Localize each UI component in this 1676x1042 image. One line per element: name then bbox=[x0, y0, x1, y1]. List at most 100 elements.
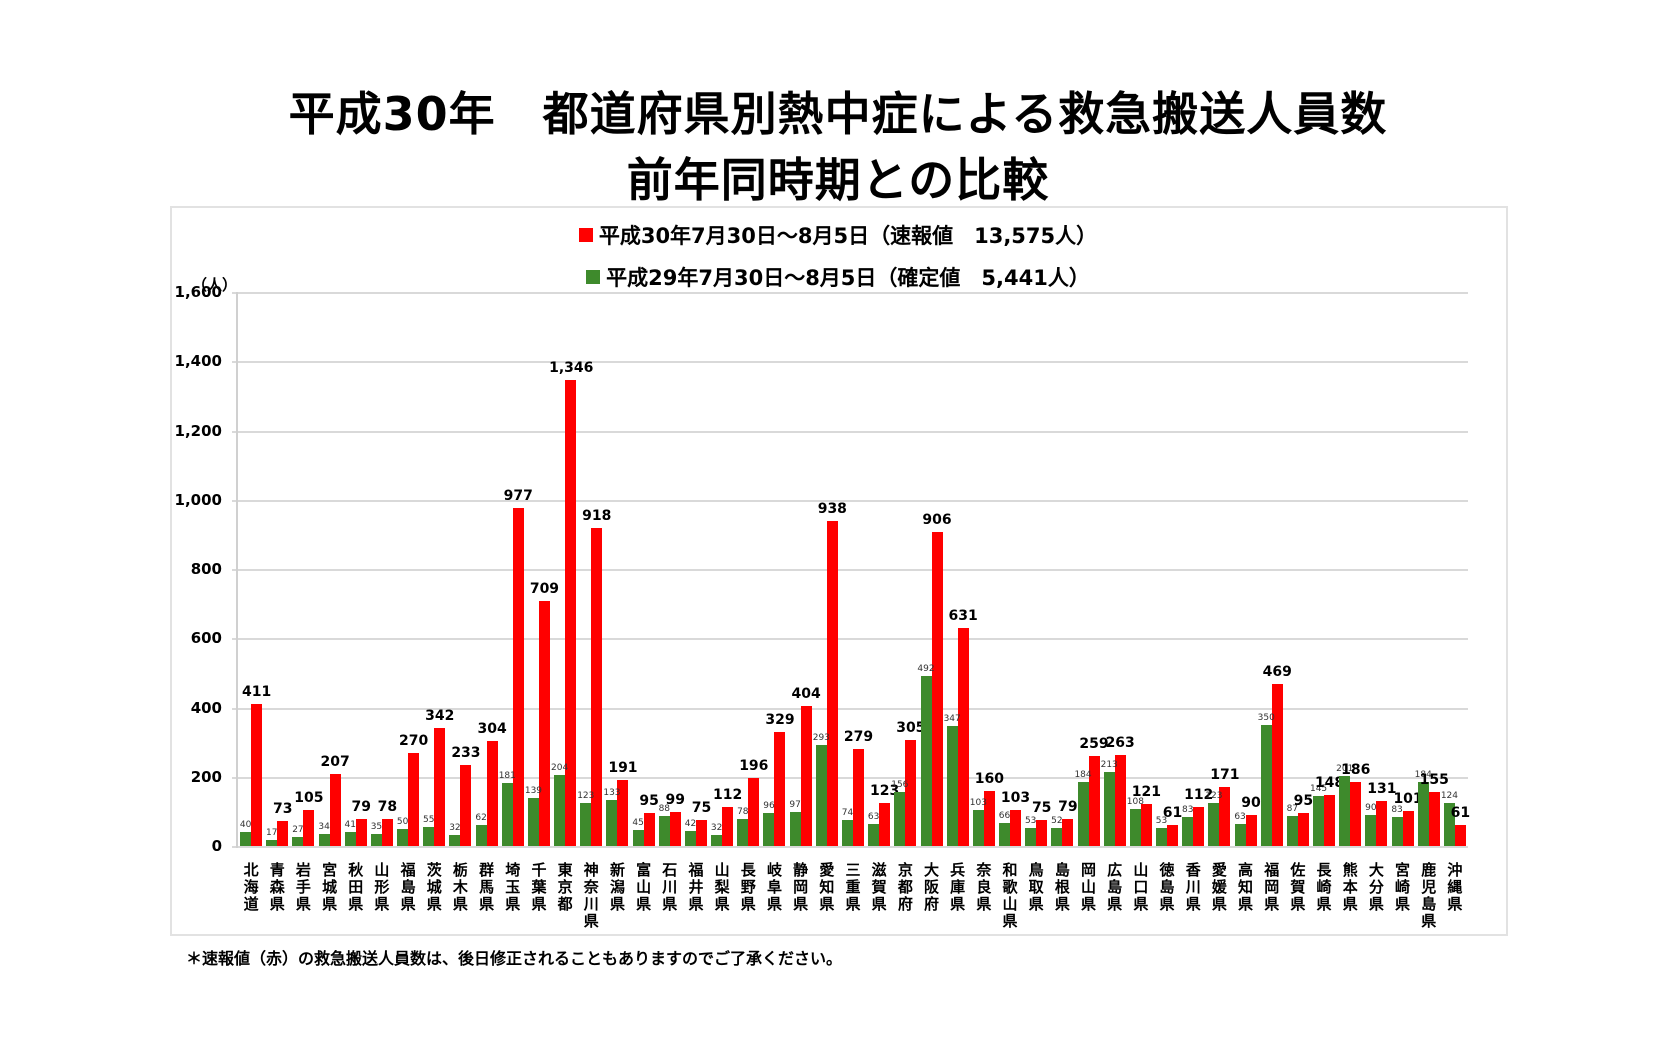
bar-2017 bbox=[1182, 817, 1194, 846]
gridline bbox=[232, 846, 1468, 848]
bar-2017 bbox=[894, 792, 906, 846]
value-label-2018: 131 bbox=[1367, 780, 1397, 797]
value-label-2017: 184 bbox=[1074, 770, 1092, 781]
y-tick-label: 600 bbox=[190, 629, 222, 648]
x-tick-label: 高知県 bbox=[1238, 861, 1254, 913]
x-tick-label: 長崎県 bbox=[1316, 861, 1332, 913]
bar-2018 bbox=[1193, 807, 1205, 846]
x-tick-label: 愛媛県 bbox=[1211, 861, 1227, 913]
value-label-2017: 103 bbox=[969, 798, 987, 809]
x-tick-label: 青森県 bbox=[269, 861, 285, 913]
x-tick-label: 島根県 bbox=[1054, 861, 1070, 913]
x-tick-label: 三重県 bbox=[845, 861, 861, 913]
bar-2017 bbox=[318, 834, 330, 846]
value-label-2018: 90 bbox=[1241, 794, 1261, 811]
value-label-2017: 34 bbox=[318, 822, 330, 833]
bar-2017 bbox=[1025, 827, 1037, 846]
value-label-2017: 123 bbox=[1205, 791, 1223, 802]
value-label-2018: 105 bbox=[294, 789, 324, 806]
value-label-2017: 156 bbox=[891, 779, 909, 790]
bar-2018 bbox=[905, 740, 917, 846]
value-label-2018: 709 bbox=[529, 580, 560, 597]
x-tick-label: 広島県 bbox=[1107, 861, 1123, 913]
value-label-2018: 305 bbox=[896, 720, 926, 737]
value-label-2017: 145 bbox=[1309, 783, 1328, 794]
value-label-2017: 45 bbox=[632, 818, 644, 829]
y-tick-label: 400 bbox=[190, 698, 222, 717]
x-tick-label: 栃木県 bbox=[452, 861, 468, 913]
bar-2017 bbox=[292, 836, 304, 846]
bar-2017 bbox=[1156, 827, 1168, 846]
y-tick-label: 1,000 bbox=[174, 490, 222, 509]
bar-2017 bbox=[1077, 782, 1089, 846]
value-label-2017: 53 bbox=[1155, 815, 1168, 826]
legend-label-2018: 平成30年7月30日～8月5日（速報値 13,575人） bbox=[598, 224, 1098, 248]
x-tick-label: 岡山県 bbox=[1081, 861, 1097, 913]
bar-2018 bbox=[303, 809, 315, 846]
value-label-2018: 411 bbox=[241, 683, 272, 700]
x-tick-label: 茨城県 bbox=[426, 861, 442, 913]
bar-2018 bbox=[1271, 683, 1283, 846]
bar-2018 bbox=[538, 600, 550, 846]
bar-2017 bbox=[789, 812, 801, 846]
x-tick-label: 福岡県 bbox=[1264, 861, 1280, 913]
chart-title-line2: 前年同時期との比較 bbox=[626, 153, 1050, 207]
bar-2018 bbox=[512, 507, 524, 846]
value-label-2018: 938 bbox=[817, 501, 847, 518]
value-label-2018: 906 bbox=[922, 512, 952, 529]
value-label-2018: 75 bbox=[691, 800, 712, 817]
x-tick-label: 奈良県 bbox=[976, 861, 992, 913]
bar-2018 bbox=[957, 627, 969, 846]
value-label-2018: 160 bbox=[974, 770, 1004, 787]
bar-2018 bbox=[329, 774, 341, 846]
value-label-2017: 32 bbox=[449, 822, 461, 833]
value-label-2017: 204 bbox=[551, 763, 569, 774]
bar-2017 bbox=[920, 675, 932, 846]
bar-2018 bbox=[879, 803, 891, 846]
bar-2017 bbox=[946, 725, 958, 846]
plot-area: 40 411 17 73 27 105 34 207 41 79 35 78 50 270 55 342 32 2… bbox=[238, 292, 1470, 846]
x-tick-label: 大分県 bbox=[1368, 861, 1384, 913]
bar-2018 bbox=[1376, 800, 1388, 846]
legend-swatch-red bbox=[578, 228, 593, 242]
value-label-2018: 155 bbox=[1419, 772, 1449, 789]
bar-2017 bbox=[658, 815, 670, 846]
bar-2018 bbox=[1062, 818, 1074, 846]
bar-2017 bbox=[449, 834, 461, 846]
value-label-2017: 83 bbox=[1391, 805, 1403, 816]
value-label-2017: 108 bbox=[1126, 796, 1144, 807]
value-label-2017: 27 bbox=[292, 824, 304, 835]
y-tick-label: 1,200 bbox=[174, 421, 222, 440]
bar-2017 bbox=[684, 831, 696, 846]
value-label-2017: 201 bbox=[1336, 764, 1354, 775]
bar-2018 bbox=[826, 521, 838, 846]
x-tick-label: 神奈川県 bbox=[583, 861, 599, 930]
value-label-2017: 293 bbox=[812, 732, 830, 743]
value-label-2018: 123 bbox=[870, 783, 900, 800]
bar-2018 bbox=[355, 818, 367, 846]
value-label-2018: 342 bbox=[425, 707, 455, 724]
value-label-2017: 66 bbox=[998, 811, 1011, 822]
x-tick-label: 富山県 bbox=[636, 861, 652, 913]
bar-2017 bbox=[1260, 724, 1272, 846]
value-label-2017: 90 bbox=[1365, 802, 1377, 813]
value-label-2017: 32 bbox=[710, 822, 723, 833]
bar-2017 bbox=[1208, 803, 1220, 846]
x-tick-label: 福井県 bbox=[688, 861, 704, 913]
value-label-2017: 139 bbox=[524, 785, 543, 796]
x-tick-label: 香川県 bbox=[1185, 861, 1201, 913]
bar-2017 bbox=[423, 826, 435, 846]
bar-2018 bbox=[1324, 794, 1336, 846]
bar-2018 bbox=[1428, 792, 1440, 846]
value-label-2017: 97 bbox=[789, 800, 801, 811]
value-label-2017: 53 bbox=[1024, 815, 1037, 826]
gridline bbox=[232, 430, 1468, 433]
bar-2018 bbox=[617, 779, 629, 846]
chart-title-line1: 平成30年 都道府県別熱中症による救急搬送人員数 bbox=[288, 87, 1388, 141]
gridline bbox=[232, 638, 1468, 641]
value-label-2017: 55 bbox=[423, 814, 435, 825]
x-tick-label: 秋田県 bbox=[348, 861, 364, 913]
x-tick-label: 和歌山県 bbox=[1002, 861, 1018, 930]
value-label-2018: 631 bbox=[948, 607, 978, 624]
x-tick-label: 滋賀県 bbox=[871, 861, 887, 913]
